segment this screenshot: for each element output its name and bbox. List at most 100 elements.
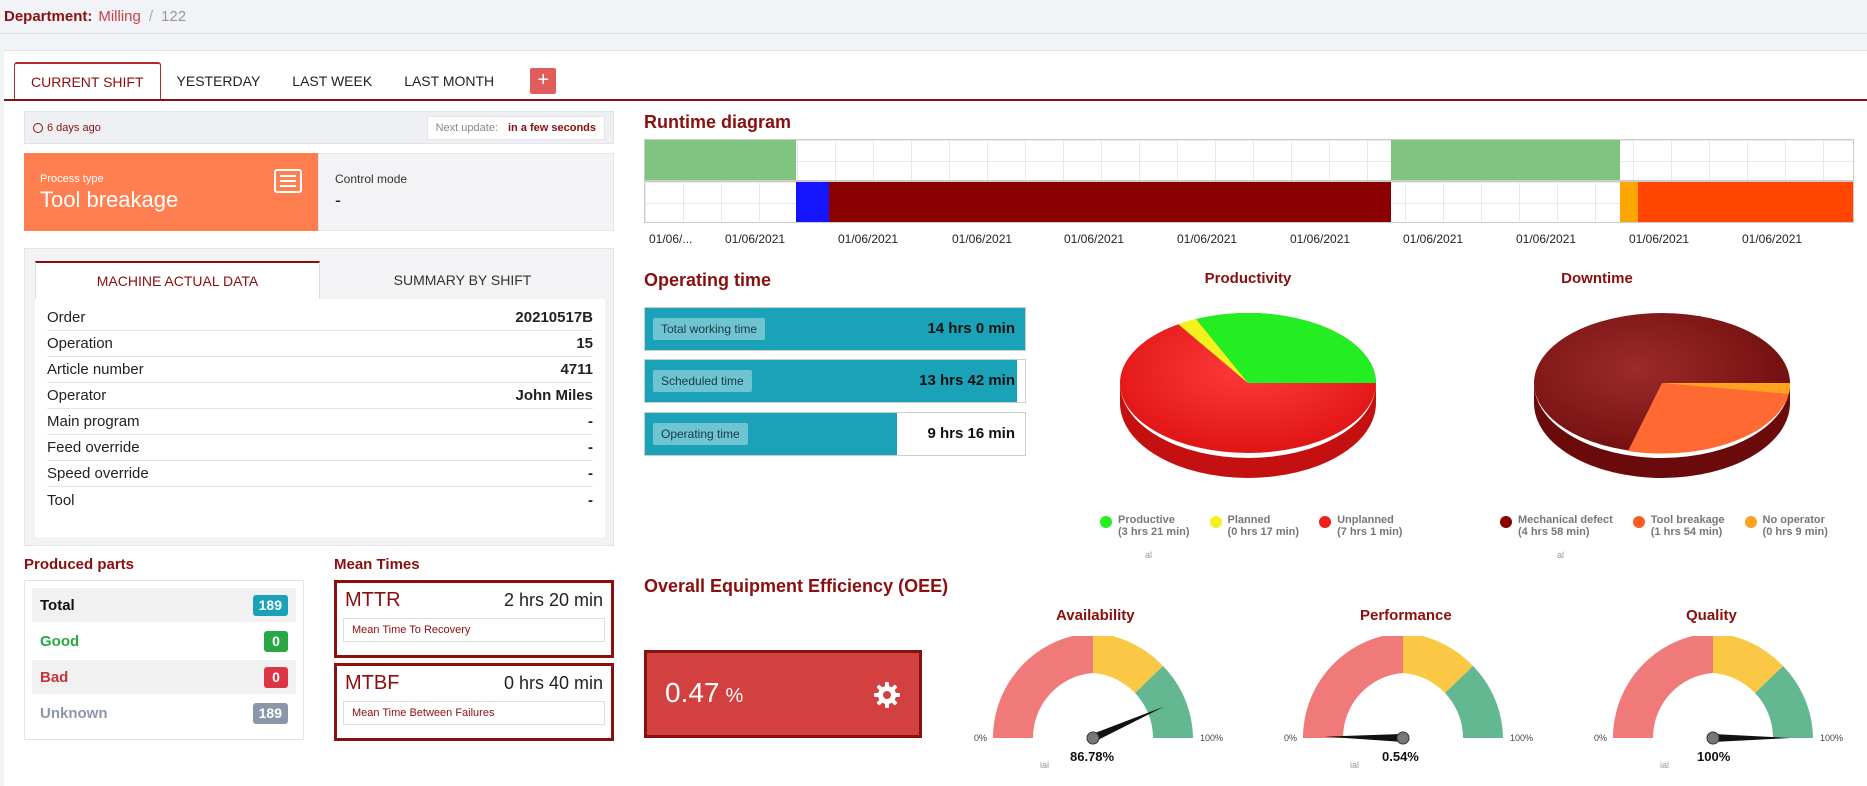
gauge-min: 0% <box>974 733 988 743</box>
tick-label: 01/06/2021 <box>1629 232 1690 246</box>
legend-detail: (0 hrs 9 min) <box>1762 526 1828 538</box>
pie-slice-tool-breakage <box>1628 383 1790 454</box>
row-value: 20210517B <box>515 309 593 326</box>
row-value: 4711 <box>560 361 593 378</box>
bar-value: 13 hrs 42 min <box>919 372 1015 389</box>
mttr-card: MTTR 2 hrs 20 min Mean Time To Recovery <box>334 580 614 658</box>
legend-detail: (3 hrs 21 min) <box>1118 526 1190 538</box>
gauge-needle <box>1325 731 1410 745</box>
oee-title: Overall Equipment Efficiency (OEE) <box>644 576 949 596</box>
row-value: - <box>588 439 593 456</box>
row-value: John Miles <box>515 387 593 404</box>
clock-icon <box>33 122 43 133</box>
table-row: Feed override - <box>47 435 593 461</box>
row-key: Feed override <box>47 439 140 456</box>
table-row: Speed override - <box>47 461 593 487</box>
tick-label: 01/06/2021 <box>1516 232 1577 246</box>
produced-parts-title: Produced parts <box>24 556 135 573</box>
row-key: Order <box>47 309 86 326</box>
table-row: Article number 4711 <box>47 357 593 383</box>
gauge-needle-pointer <box>1325 734 1404 742</box>
scheduled-time-bar: Scheduled time 13 hrs 42 min <box>644 359 1026 403</box>
list-icon[interactable] <box>274 169 302 193</box>
mean-times-title: Mean Times <box>334 556 420 573</box>
legend-name: Productive <box>1118 514 1175 526</box>
row-key: Speed override <box>47 465 149 482</box>
pie-slice-planned <box>1178 319 1248 383</box>
process-type-value: Tool breakage <box>40 187 179 212</box>
table-row: Main program - <box>47 409 593 435</box>
tab-yesterday[interactable]: YESTERDAY <box>176 73 261 89</box>
tab-current-shift[interactable]: CURRENT SHIFT <box>14 62 161 100</box>
parts-row-unknown: Unknown 189 <box>32 696 296 730</box>
parts-label: Total <box>40 596 75 614</box>
legend-item[interactable]: Unplanned (7 hrs 1 min) <box>1319 514 1402 538</box>
mtbf-description: Mean Time Between Failures <box>343 701 605 725</box>
legend-name: Mechanical defect <box>1518 514 1613 526</box>
bar-label: Operating time <box>653 423 748 445</box>
bar-label: Scheduled time <box>653 370 752 392</box>
legend-name: No operator <box>1762 514 1825 526</box>
parts-label: Bad <box>40 668 69 686</box>
truncated-label: ial <box>1660 760 1670 770</box>
department-link[interactable]: Milling <box>98 8 141 25</box>
legend-detail: (1 hrs 54 min) <box>1650 526 1723 538</box>
tab-machine-actual-data[interactable]: MACHINE ACTUAL DATA <box>35 261 320 299</box>
tick-label: 01/06/... <box>649 232 693 246</box>
table-row: Operation 15 <box>47 331 593 357</box>
next-update-value: in a few seconds <box>507 121 596 134</box>
table-row: Operator John Miles <box>47 383 593 409</box>
tab-last-month[interactable]: LAST MONTH <box>404 73 495 89</box>
productivity-pie <box>1120 312 1376 478</box>
availability-title: Availability <box>1056 607 1135 624</box>
department-label: Department: <box>4 8 93 25</box>
row-value: - <box>588 465 593 482</box>
truncated-label: ial <box>1040 760 1050 770</box>
runtime-segment <box>1620 182 1638 222</box>
breadcrumb: Department: Milling / 122 <box>0 0 1867 34</box>
legend-item[interactable]: Mechanical defect (4 hrs 58 min) <box>1500 514 1613 538</box>
legend-item[interactable]: Productive (3 hrs 21 min) <box>1100 514 1190 538</box>
table-row: Tool - <box>47 487 593 513</box>
gauge-min: 0% <box>1594 733 1608 743</box>
last-update: 6 days ago <box>33 122 101 134</box>
tick-label: 01/06/2021 <box>1064 232 1125 246</box>
mttr-value: 2 hrs 20 min <box>503 590 603 610</box>
legend-item[interactable]: Tool breakage (1 hrs 54 min) <box>1632 514 1725 538</box>
quality-value: 100% <box>1697 749 1731 764</box>
gear-icon[interactable] <box>873 681 901 709</box>
department-number: 122 <box>161 8 187 25</box>
count-badge: 0 <box>264 630 288 652</box>
period-tabs: CURRENT SHIFT YESTERDAY LAST WEEK LAST M… <box>14 62 557 100</box>
runtime-segment <box>1638 182 1853 222</box>
downtime-pie <box>1534 313 1790 478</box>
produced-parts-panel: Total 189 Good 0 Bad 0 Unknown 189 <box>24 580 304 740</box>
row-key: Article number <box>47 361 144 378</box>
row-key: Main program <box>47 413 140 430</box>
next-update-box: Next update: in a few seconds <box>426 115 605 140</box>
machine-data-panel: MACHINE ACTUAL DATA SUMMARY BY SHIFT Ord… <box>24 248 614 546</box>
tab-last-week[interactable]: LAST WEEK <box>292 73 373 89</box>
gauge-needle-hub <box>1706 731 1720 745</box>
tick-label: 01/06/2021 <box>725 232 786 246</box>
availability-value: 86.78% <box>1070 749 1115 764</box>
next-update-label: Next update: <box>435 121 498 134</box>
row-value: - <box>588 413 593 430</box>
performance-value: 0.54% <box>1382 749 1419 764</box>
gauge-needle <box>1086 706 1165 745</box>
legend-item[interactable]: Planned (0 hrs 17 min) <box>1209 514 1299 538</box>
row-value: 15 <box>576 335 593 352</box>
runtime-row-productive <box>644 139 1854 181</box>
tick-label: 01/06/2021 <box>1290 232 1351 246</box>
tick-label: 01/06/2021 <box>1742 232 1803 246</box>
legend-dot <box>1500 516 1512 528</box>
gauge-needle-pointer <box>1713 734 1791 742</box>
add-tab-button[interactable]: + <box>530 68 557 94</box>
parts-row-total: Total 189 <box>32 588 296 622</box>
productivity-legend: Productive (3 hrs 21 min) Planned (0 hrs 1… <box>1100 514 1402 538</box>
quality-title: Quality <box>1686 607 1737 624</box>
tab-summary-by-shift[interactable]: SUMMARY BY SHIFT <box>393 272 532 288</box>
status-row: 6 days ago Next update: in a few seconds <box>24 111 614 144</box>
downtime-title: Downtime <box>1561 270 1633 287</box>
legend-item[interactable]: No operator (0 hrs 9 min) <box>1744 514 1828 538</box>
